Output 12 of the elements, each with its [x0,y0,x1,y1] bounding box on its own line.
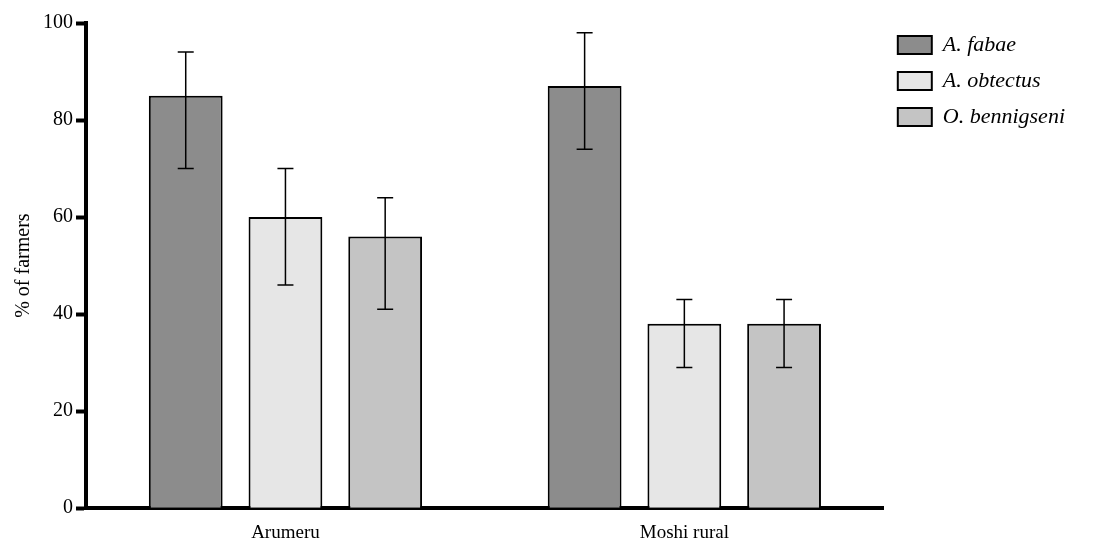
y-tick-label: 60 [53,204,73,227]
x-tick-label: Moshi rural [639,520,729,542]
y-tick-label: 80 [53,107,73,130]
y-tick-label: 0 [63,495,73,518]
y-axis-title: % of farmers [11,213,34,318]
y-tick-label: 40 [53,301,73,324]
x-tick-label: Arumeru [251,520,321,542]
legend-label: A. fabae [940,30,1017,56]
y-tick-label: 20 [53,398,73,421]
y-tick-label: 100 [43,10,73,33]
legend-label: A. obtectus [940,66,1041,92]
legend-label: O. bennigseni [942,102,1065,128]
